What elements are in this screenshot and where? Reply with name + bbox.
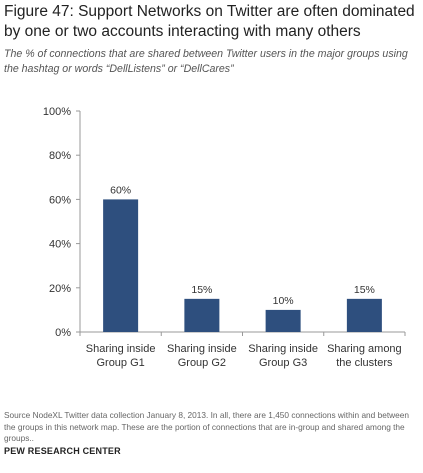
bar (265, 309, 301, 332)
data-label: 15% (354, 284, 375, 296)
chart-labels: 60% Sharing inside Group G1 15% Sharing insi… (86, 184, 402, 369)
x-tick-label: Sharing among (327, 343, 402, 355)
x-tick-label: Sharing inside (248, 343, 318, 355)
y-tick-label: 60% (49, 194, 71, 206)
data-label: 15% (191, 284, 212, 296)
chart-axes: 0% 20% 40% 60% 80% 100% (43, 106, 406, 339)
y-tick-label: 20% (49, 283, 71, 295)
x-tick-label: Group G1 (96, 357, 144, 369)
bar-chart: 0% 20% 40% 60% 80% 100% 60% Sharing inside Grou… (43, 106, 406, 369)
chart-bars (103, 199, 382, 332)
x-tick-label: Group G3 (259, 357, 307, 369)
x-tick-label: Group G2 (178, 357, 226, 369)
data-label: 60% (110, 184, 131, 196)
y-tick-label: 40% (49, 239, 71, 251)
bar (103, 199, 139, 332)
x-tick-label: Sharing inside (86, 343, 156, 355)
x-tick-label: the clusters (336, 357, 393, 369)
source-note: Source NodeXL Twitter data collection Ja… (4, 410, 409, 444)
bar (184, 298, 220, 332)
bar (346, 298, 382, 332)
y-tick-label: 80% (49, 150, 71, 162)
data-label: 10% (273, 295, 294, 307)
brand-label: PEW RESEARCH CENTER (4, 446, 121, 456)
y-tick-label: 100% (43, 106, 71, 118)
chart-subtitle: The % of connections that are shared bet… (4, 48, 408, 75)
y-tick-label: 0% (55, 327, 71, 339)
x-tick-label: Sharing inside (167, 343, 237, 355)
chart-title: Figure 47: Support Networks on Twitter a… (4, 3, 415, 40)
